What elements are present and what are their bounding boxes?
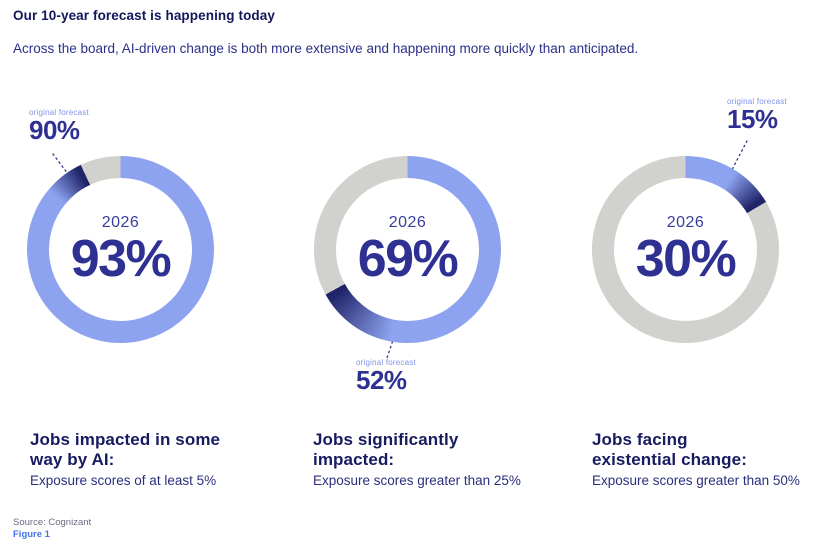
donut-value-label: 93% xyxy=(70,230,172,288)
original-forecast-label: original forecast 52% xyxy=(356,358,416,394)
donut-year-label: 2026 xyxy=(666,214,705,231)
caption-subtext: Exposure scores greater than 50% xyxy=(592,472,800,488)
original-forecast-caption: original forecast xyxy=(356,358,416,367)
original-forecast-value: 15% xyxy=(727,104,778,134)
figure-subtitle: Across the board, AI-driven change is bo… xyxy=(13,41,639,56)
donut-value-label: 30% xyxy=(635,230,737,288)
donut-chart-jobs-impacted: 2026 93% xyxy=(27,156,214,343)
original-forecast-caption: original forecast xyxy=(29,108,89,117)
donut-value-label: 69% xyxy=(357,230,459,288)
original-forecast-label: original forecast 90% xyxy=(29,108,89,144)
donut-center: 2026 30% xyxy=(614,178,757,321)
figure-label: Figure 1 xyxy=(13,529,50,540)
caption-subtext: Exposure scores greater than 25% xyxy=(313,472,521,488)
original-forecast-value: 52% xyxy=(356,365,407,395)
donut-center: 2026 69% xyxy=(336,178,479,321)
caption-heading: Jobs impacted in some way by AI: xyxy=(30,430,221,469)
caption-subtext: Exposure scores of at least 5% xyxy=(30,472,217,488)
donut-year-label: 2026 xyxy=(388,214,427,231)
source-note: Source: Cognizant xyxy=(13,517,92,528)
caption-heading: Jobs facing existential change: xyxy=(592,430,747,469)
chart-caption: Jobs significantly impacted: Exposure sco… xyxy=(313,430,568,488)
donut-chart-jobs-significantly-impacted: 2026 69% xyxy=(314,156,501,343)
figure-title: Our 10-year forecast is happening today xyxy=(13,8,275,23)
original-forecast-caption: original forecast xyxy=(727,97,787,106)
donut-center: 2026 93% xyxy=(49,178,192,321)
donut-year-label: 2026 xyxy=(101,214,140,231)
donut-chart-jobs-existential-change: 2026 30% xyxy=(592,156,779,343)
original-forecast-label: original forecast 15% xyxy=(727,97,787,133)
chart-caption: Jobs facing existential change: Exposure … xyxy=(592,430,837,488)
chart-caption: Jobs impacted in some way by AI: Exposure… xyxy=(30,430,285,488)
original-forecast-value: 90% xyxy=(29,115,80,145)
caption-heading: Jobs significantly impacted: xyxy=(313,430,459,469)
